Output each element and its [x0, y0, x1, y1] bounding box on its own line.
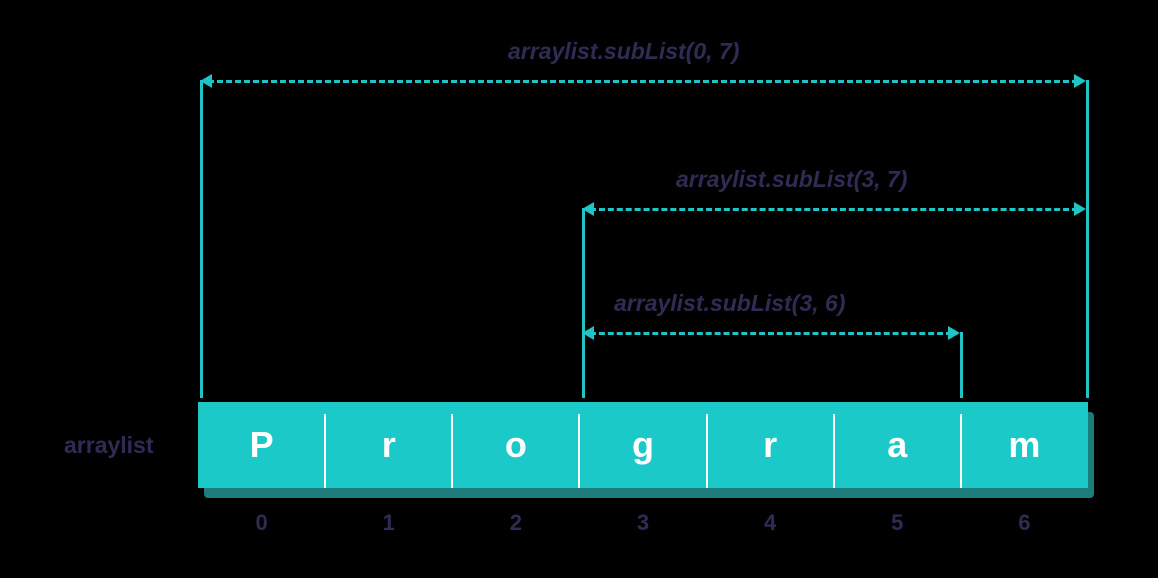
index-label: 4: [707, 510, 834, 540]
range-line: [590, 208, 1078, 211]
index-label: 3: [579, 510, 706, 540]
range-line: [208, 80, 1078, 83]
array-box: Program: [198, 402, 1088, 488]
range-tick-end: [1086, 208, 1089, 398]
array-cell: a: [834, 402, 961, 488]
index-row: 0123456: [198, 510, 1088, 540]
array-cell: P: [198, 402, 325, 488]
cell-divider: [324, 414, 326, 488]
index-label: 1: [325, 510, 452, 540]
array-cell: o: [452, 402, 579, 488]
arraylist-label: arraylist: [64, 432, 154, 459]
index-label: 0: [198, 510, 325, 540]
array-cell: r: [325, 402, 452, 488]
cell-divider: [706, 414, 708, 488]
range-tick-start: [200, 80, 203, 398]
range-label: arraylist.subList(3, 6): [614, 290, 845, 317]
cell-divider: [578, 414, 580, 488]
array-cell: r: [707, 402, 834, 488]
range-tick-end: [960, 332, 963, 398]
range-line: [590, 332, 952, 335]
array-cell: m: [961, 402, 1088, 488]
index-label: 5: [834, 510, 961, 540]
arrowhead-right-icon: [948, 326, 960, 340]
index-label: 2: [452, 510, 579, 540]
array-cell: g: [579, 402, 706, 488]
index-label: 6: [961, 510, 1088, 540]
range-tick-start: [582, 332, 585, 398]
arrowhead-right-icon: [1074, 202, 1086, 216]
cell-divider: [960, 414, 962, 488]
range-label: arraylist.subList(3, 7): [676, 166, 907, 193]
cell-divider: [451, 414, 453, 488]
range-label: arraylist.subList(0, 7): [508, 38, 739, 65]
arrowhead-right-icon: [1074, 74, 1086, 88]
cell-divider: [833, 414, 835, 488]
